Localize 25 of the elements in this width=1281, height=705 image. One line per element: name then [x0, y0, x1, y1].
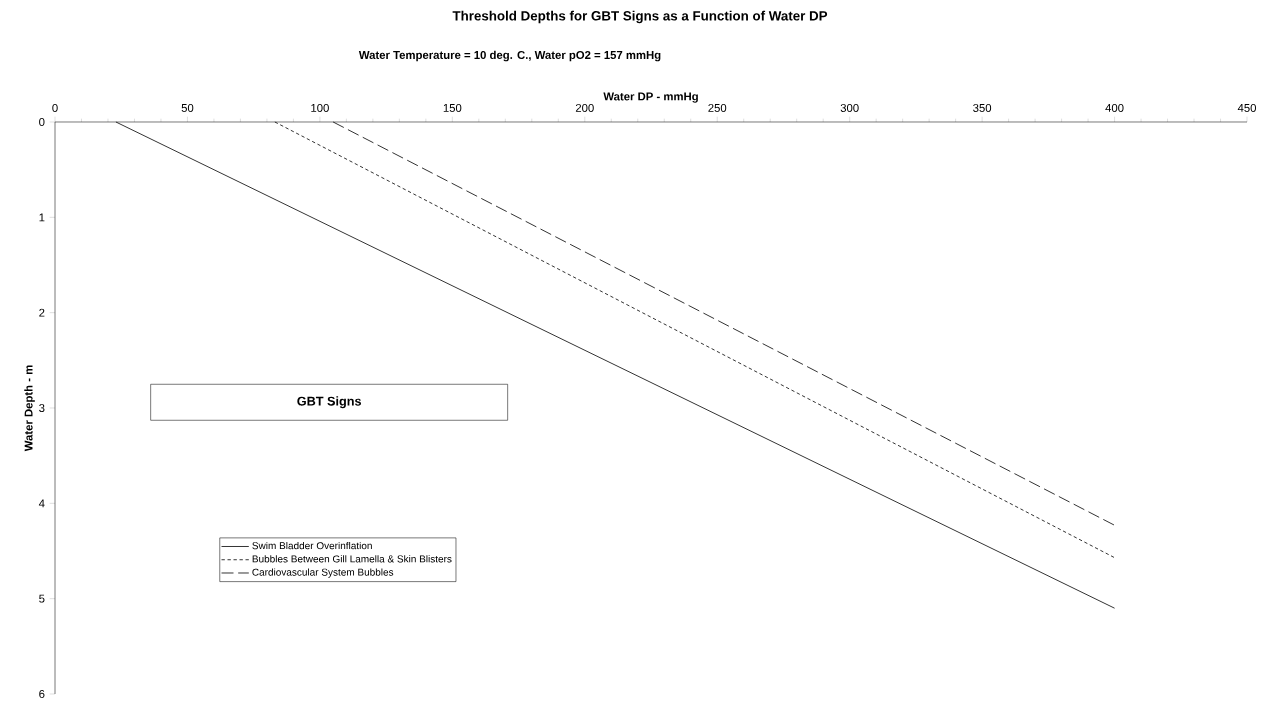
x-axis-title: Water DP - mmHg	[603, 92, 698, 103]
x-tick-label: 50	[181, 103, 194, 112]
x-tick-label: 200	[575, 103, 594, 112]
x-tick-label: 100	[311, 103, 329, 112]
y-tick-label: 5	[39, 594, 45, 603]
x-tick-label: 0	[52, 103, 58, 112]
x-tick-label: 300	[840, 103, 859, 112]
annotation: GBT Signs	[297, 396, 362, 409]
legend-label: Cardiovascular System Bubbles	[252, 568, 394, 578]
y-tick-label: 6	[39, 689, 45, 698]
chart-subtitle: Water Temperature = 10 deg. C., Water pO2 = 157 mmHg	[358, 50, 661, 62]
chart-title: Threshold Depths for GBT Signs as a Function of Water DP	[452, 10, 828, 24]
x-tick-label: 250	[708, 103, 727, 112]
x-tick-label: 400	[1105, 103, 1124, 112]
y-tick-label: 1	[39, 213, 45, 222]
y-tick-label: 2	[39, 308, 45, 317]
legend-label: Swim Bladder Overinflation	[252, 541, 372, 550]
legend-label: Bubbles Between Gill Lamella & Skin Blisters	[252, 555, 452, 563]
y-tick-label: 0	[39, 117, 45, 126]
y-tick-label: 4	[38, 499, 45, 508]
y-axis-title: Water Depth - m	[24, 365, 35, 452]
x-tick-label: 350	[973, 103, 992, 112]
x-tick-label: 150	[443, 103, 462, 112]
y-tick-label: 3	[39, 403, 45, 412]
x-tick-label: 450	[1237, 103, 1257, 112]
